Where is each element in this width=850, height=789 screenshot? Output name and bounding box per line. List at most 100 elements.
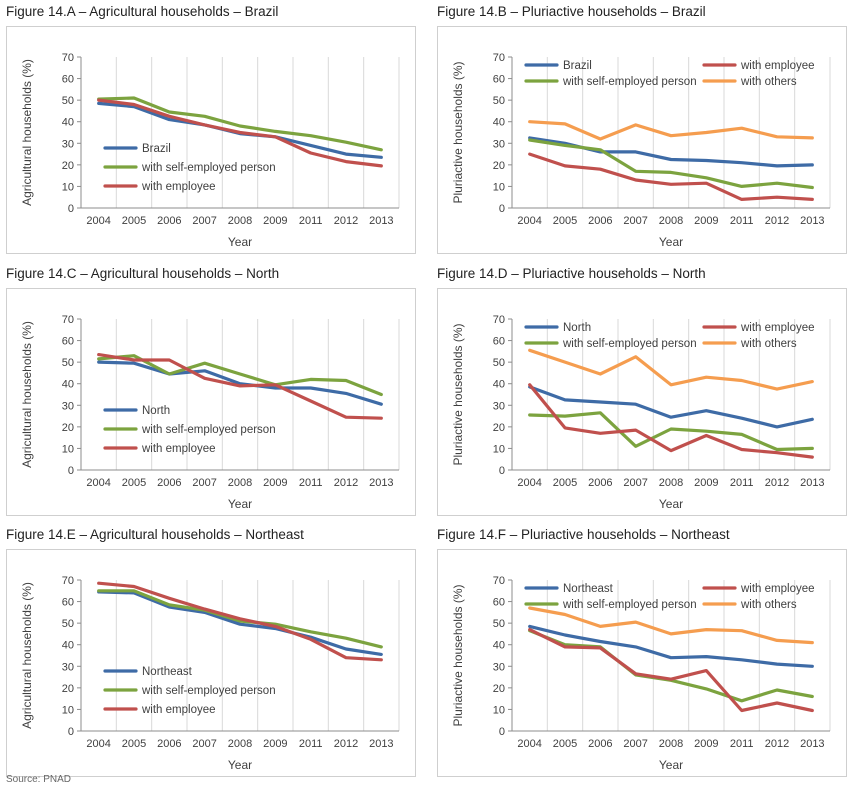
y-tick-label: 20 bbox=[62, 422, 74, 434]
x-tick-label: 2013 bbox=[369, 477, 393, 489]
x-tick-label: 2008 bbox=[228, 477, 252, 489]
x-tick-label: 2012 bbox=[765, 215, 789, 227]
chart-panel: Figure 14.E – Agricultural households – … bbox=[6, 527, 426, 789]
series-line bbox=[528, 136, 814, 168]
legend-label: with self-employed person bbox=[562, 76, 697, 88]
series-line bbox=[528, 120, 814, 141]
y-tick-label: 10 bbox=[493, 704, 505, 716]
y-tick-label: 70 bbox=[493, 314, 505, 326]
chart-title: Figure 14.E – Agricultural households – … bbox=[6, 527, 304, 542]
x-tick-label: 2004 bbox=[517, 738, 541, 750]
y-tick-label: 60 bbox=[62, 597, 74, 609]
x-tick-label: 2008 bbox=[659, 215, 683, 227]
series-line bbox=[97, 581, 383, 662]
x-tick-label: 2006 bbox=[157, 215, 181, 227]
y-tick-label: 10 bbox=[62, 443, 74, 455]
x-axis-title: Year bbox=[228, 235, 252, 249]
series-line bbox=[528, 383, 814, 459]
x-axis-title: Year bbox=[659, 758, 683, 772]
chart-panel: Figure 14.A – Agricultural households – … bbox=[6, 4, 426, 266]
line-chart: 0 10 20 30 40 50 60 70 2004 2005 2006 2007 2008 2009 2… bbox=[451, 314, 831, 511]
y-tick-label: 60 bbox=[493, 336, 505, 348]
chart-panel: Figure 14.F – Pluriactive households – N… bbox=[437, 527, 850, 789]
legend-label: with employee bbox=[141, 181, 216, 193]
x-tick-label: 2007 bbox=[623, 738, 647, 750]
x-tick-label: 2007 bbox=[623, 477, 647, 489]
x-tick-label: 2009 bbox=[263, 738, 287, 750]
y-tick-label: 40 bbox=[493, 640, 505, 652]
y-tick-label: 30 bbox=[493, 138, 505, 150]
legend-label: with employee bbox=[141, 443, 216, 455]
y-tick-label: 60 bbox=[62, 336, 74, 348]
chart-panel: Figure 14.B – Pluriactive households – B… bbox=[437, 4, 850, 266]
y-axis-title: Pluriactive households (%) bbox=[451, 323, 465, 465]
legend-label: with employee bbox=[740, 322, 815, 334]
x-tick-label: 2005 bbox=[122, 215, 146, 227]
y-tick-label: 70 bbox=[62, 52, 74, 64]
y-tick-label: 0 bbox=[68, 465, 74, 477]
y-tick-label: 60 bbox=[62, 74, 74, 86]
x-tick-label: 2012 bbox=[334, 477, 358, 489]
x-tick-label: 2009 bbox=[694, 738, 718, 750]
x-tick-label: 2006 bbox=[588, 477, 612, 489]
x-tick-label: 2007 bbox=[623, 215, 647, 227]
x-tick-label: 2005 bbox=[122, 738, 146, 750]
y-axis-title: Agricultural households (%) bbox=[20, 59, 34, 206]
x-tick-label: 2009 bbox=[694, 477, 718, 489]
x-tick-label: 2007 bbox=[192, 738, 216, 750]
y-tick-label: 30 bbox=[493, 400, 505, 412]
x-tick-label: 2013 bbox=[800, 215, 824, 227]
x-tick-label: 2013 bbox=[800, 477, 824, 489]
series-line bbox=[97, 352, 383, 420]
chart-title: Figure 14.A – Agricultural households – … bbox=[6, 4, 279, 19]
y-tick-label: 20 bbox=[62, 160, 74, 172]
x-axis-title: Year bbox=[228, 497, 252, 511]
legend-label: with employee bbox=[740, 583, 815, 595]
series-line bbox=[528, 348, 814, 391]
legend-label: North bbox=[142, 405, 170, 417]
x-tick-label: 2013 bbox=[369, 738, 393, 750]
legend-label: with others bbox=[740, 338, 797, 350]
x-tick-label: 2013 bbox=[800, 738, 824, 750]
y-axis-title: Agricultural households (%) bbox=[20, 582, 34, 729]
legend-label: with others bbox=[740, 599, 797, 611]
line-chart: 0 10 20 30 40 50 60 70 2004 2005 2006 2007 2008 2009 2… bbox=[20, 52, 400, 249]
x-tick-label: 2007 bbox=[192, 477, 216, 489]
series-line bbox=[97, 98, 383, 168]
series-line bbox=[528, 624, 814, 668]
x-tick-label: 2013 bbox=[369, 215, 393, 227]
y-tick-label: 0 bbox=[499, 465, 505, 477]
y-tick-label: 70 bbox=[62, 314, 74, 326]
x-tick-label: 2012 bbox=[765, 738, 789, 750]
legend-label: with self-employed person bbox=[141, 162, 276, 174]
x-tick-label: 2009 bbox=[263, 477, 287, 489]
x-tick-label: 2011 bbox=[299, 738, 323, 750]
y-tick-label: 30 bbox=[62, 661, 74, 673]
y-tick-label: 0 bbox=[499, 726, 505, 738]
y-tick-label: 40 bbox=[62, 640, 74, 652]
y-tick-label: 30 bbox=[62, 138, 74, 150]
x-tick-label: 2007 bbox=[192, 215, 216, 227]
line-chart: 0 10 20 30 40 50 60 70 2004 2005 2006 2007 2008 2009 2… bbox=[20, 314, 400, 511]
y-tick-label: 50 bbox=[493, 95, 505, 107]
y-tick-label: 20 bbox=[493, 160, 505, 172]
series-line bbox=[528, 385, 814, 429]
chart-frame: 0 10 20 30 40 50 60 70 2004 2005 2006 2007 2008 2009 2… bbox=[6, 26, 416, 254]
x-tick-label: 2008 bbox=[228, 215, 252, 227]
legend-label: with self-employed person bbox=[562, 599, 697, 611]
y-tick-label: 50 bbox=[62, 357, 74, 369]
legend-label: with self-employed person bbox=[141, 424, 276, 436]
x-tick-label: 2005 bbox=[553, 477, 577, 489]
legend-label: with employee bbox=[141, 704, 216, 716]
series-line bbox=[97, 354, 383, 397]
legend-label: Northeast bbox=[142, 666, 193, 678]
y-tick-label: 70 bbox=[62, 575, 74, 587]
chart-frame: 0 10 20 30 40 50 60 70 2004 2005 2006 2007 2008 2009 2… bbox=[437, 549, 847, 777]
x-tick-label: 2005 bbox=[553, 215, 577, 227]
x-tick-label: 2012 bbox=[334, 215, 358, 227]
legend-label: North bbox=[563, 322, 591, 334]
y-tick-label: 20 bbox=[493, 683, 505, 695]
y-tick-label: 10 bbox=[62, 704, 74, 716]
chart-frame: 0 10 20 30 40 50 60 70 2004 2005 2006 2007 2008 2009 2… bbox=[437, 26, 847, 254]
y-tick-label: 70 bbox=[493, 52, 505, 64]
